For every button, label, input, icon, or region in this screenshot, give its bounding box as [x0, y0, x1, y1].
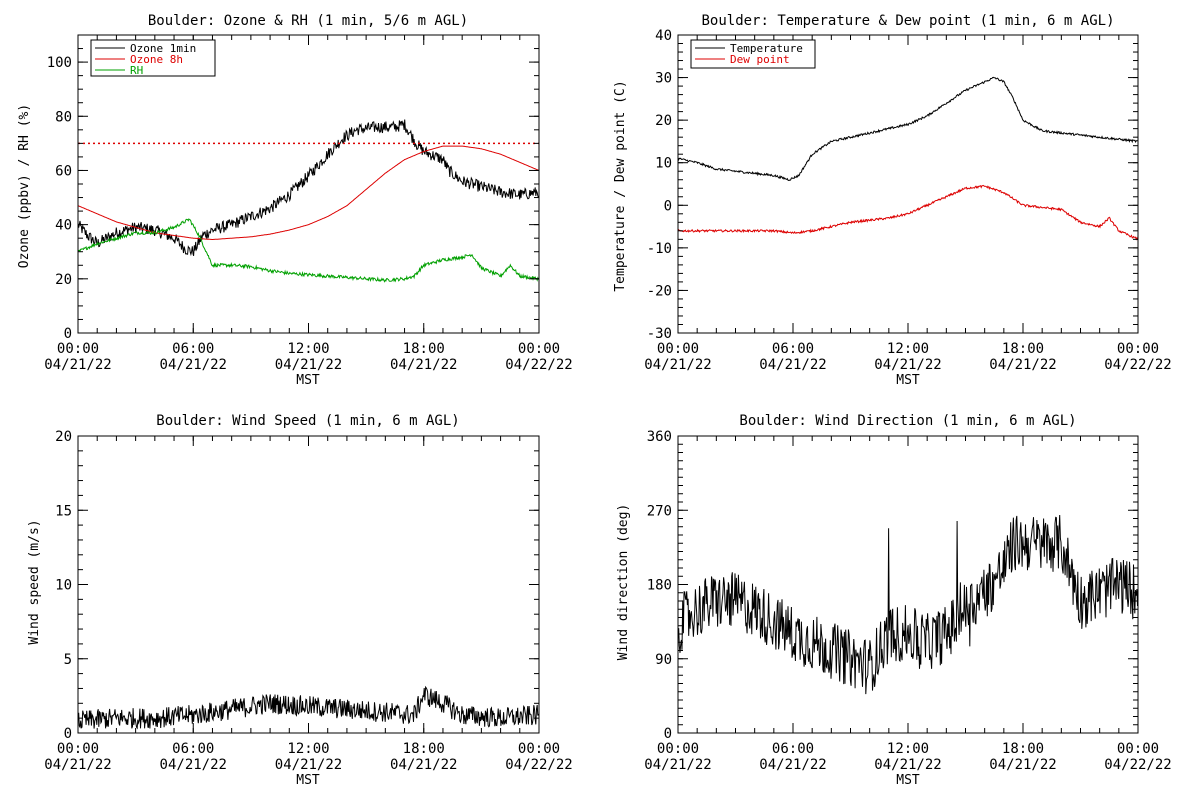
temperature-y-tick-label: 20	[655, 113, 672, 129]
wind-speed-y-tick-label: 5	[64, 652, 72, 668]
temperature-x-tick-time: 12:00	[887, 341, 929, 357]
wind-speed-x-tick-date: 04/21/22	[390, 757, 457, 773]
temperature-series-temperature	[677, 76, 1138, 182]
temperature-x-tick-date: 04/22/22	[1104, 357, 1171, 373]
ozone-rh-x-tick-date: 04/21/22	[390, 357, 457, 373]
temperature-x-tick-date: 04/21/22	[644, 357, 711, 373]
temperature-x-tick-time: 18:00	[1002, 341, 1044, 357]
temperature-y-tick-label: 40	[655, 28, 672, 44]
wind-direction-y-tick-label: 180	[647, 578, 672, 594]
temperature-ylabel: Temperature / Dew point (C)	[613, 80, 628, 291]
temperature-x-tick-time: 06:00	[772, 341, 814, 357]
wind-speed-title: Boulder: Wind Speed (1 min, 6 m AGL)	[156, 413, 459, 429]
wind-speed-x-tick-time: 00:00	[518, 741, 560, 757]
ozone-rh-series-ozone-1min	[77, 119, 539, 257]
temperature-y-tick-label: 0	[664, 198, 672, 214]
ozone-rh-y-tick-label: 60	[55, 163, 72, 179]
temperature-y-tick-label: -20	[647, 283, 672, 299]
wind-speed-x-tick-time: 18:00	[403, 741, 445, 757]
temperature-y-tick-label: 30	[655, 71, 672, 87]
wind-speed-xlabel: MST	[296, 773, 320, 788]
legend-label-ozone-8h: Ozone 8h	[130, 53, 183, 66]
wind-speed-panel: Boulder: Wind Speed (1 min, 6 m AGL) Win…	[27, 413, 573, 788]
wind-speed-y-tick-label: 15	[55, 503, 72, 519]
temperature-y-tick-label: -10	[647, 241, 672, 257]
ozone-rh-title: Boulder: Ozone & RH (1 min, 5/6 m AGL)	[148, 13, 468, 29]
legend-label-rh: RH	[130, 64, 143, 77]
ozone-rh-x-tick-date: 04/21/22	[275, 357, 342, 373]
wind-direction-x-tick-date: 04/21/22	[644, 757, 711, 773]
wind-direction-y-tick-label: 0	[664, 726, 672, 742]
ozone-rh-x-tick-time: 12:00	[287, 341, 329, 357]
ozone-rh-y-tick-label: 40	[55, 218, 72, 234]
wind-speed-x-tick-date: 04/22/22	[505, 757, 572, 773]
wind-direction-x-tick-time: 00:00	[1117, 741, 1159, 757]
wind-direction-series-line	[677, 514, 1138, 695]
temperature-x-tick-date: 04/21/22	[874, 357, 941, 373]
wind-direction-y-tick-label: 270	[647, 503, 672, 519]
ozone-rh-series-rh	[77, 218, 539, 283]
temperature-x-tick-time: 00:00	[1117, 341, 1159, 357]
wind-direction-title: Boulder: Wind Direction (1 min, 6 m AGL)	[739, 413, 1076, 429]
wind-speed-x-tick-time: 12:00	[287, 741, 329, 757]
ozone-rh-x-tick-date: 04/22/22	[505, 357, 572, 373]
temperature-dewpoint-panel: Boulder: Temperature & Dew point (1 min,…	[613, 13, 1172, 388]
ozone-rh-x-tick-date: 04/21/22	[160, 357, 227, 373]
wind-direction-ylabel: Wind direction (deg)	[616, 504, 631, 661]
temperature-y-tick-label: -30	[647, 326, 672, 342]
ozone-rh-xlabel: MST	[296, 373, 320, 388]
temperature-xlabel: MST	[896, 373, 920, 388]
wind-direction-xlabel: MST	[896, 773, 920, 788]
ozone-rh-y-tick-label: 100	[47, 55, 72, 71]
wind-speed-x-tick-date: 04/21/22	[275, 757, 342, 773]
legend-label-temperature: Temperature	[730, 42, 803, 55]
temperature-x-tick-date: 04/21/22	[759, 357, 826, 373]
wind-speed-ylabel: Wind speed (m/s)	[27, 519, 42, 644]
ozone-rh-legend: Ozone 1min Ozone 8h RH	[90, 39, 216, 77]
wind-direction-x-tick-time: 12:00	[887, 741, 929, 757]
temperature-x-tick-date: 04/21/22	[989, 357, 1056, 373]
wind-direction-x-tick-date: 04/22/22	[1104, 757, 1171, 773]
wind-speed-x-tick-time: 06:00	[172, 741, 214, 757]
wind-speed-y-tick-label: 20	[55, 429, 72, 445]
wind-speed-x-tick-date: 04/21/22	[160, 757, 227, 773]
wind-speed-x-tick-time: 00:00	[57, 741, 99, 757]
temperature-title: Boulder: Temperature & Dew point (1 min,…	[701, 13, 1114, 29]
legend-label-dew-point: Dew point	[730, 53, 790, 66]
wind-direction-x-tick-time: 06:00	[772, 741, 814, 757]
ozone-rh-x-tick-time: 00:00	[518, 341, 560, 357]
wind-direction-panel: Boulder: Wind Direction (1 min, 6 m AGL)…	[616, 413, 1172, 788]
ozone-rh-x-tick-time: 18:00	[403, 341, 445, 357]
wind-speed-x-tick-date: 04/21/22	[44, 757, 111, 773]
wind-speed-y-tick-label: 0	[64, 726, 72, 742]
temperature-y-tick-label: 10	[655, 156, 672, 172]
wind-direction-x-tick-date: 04/21/22	[874, 757, 941, 773]
wind-direction-x-tick-date: 04/21/22	[989, 757, 1056, 773]
wind-direction-y-tick-label: 360	[647, 429, 672, 445]
legend-label-ozone-1min: Ozone 1min	[130, 42, 196, 55]
temperature-x-tick-time: 00:00	[657, 341, 699, 357]
ozone-rh-x-tick-date: 04/21/22	[44, 357, 111, 373]
ozone-rh-y-tick-label: 0	[64, 326, 72, 342]
wind-direction-x-tick-date: 04/21/22	[759, 757, 826, 773]
wind-direction-x-tick-time: 18:00	[1002, 741, 1044, 757]
wind-speed-series-line	[77, 685, 539, 730]
wind-direction-y-tick-label: 90	[655, 652, 672, 668]
ozone-rh-x-tick-time: 06:00	[172, 341, 214, 357]
ozone-rh-x-tick-time: 00:00	[57, 341, 99, 357]
ozone-rh-y-tick-label: 80	[55, 109, 72, 125]
wind-direction-x-tick-time: 00:00	[657, 741, 699, 757]
temperature-legend: Temperature Dew point	[690, 39, 816, 69]
ozone-rh-ylabel: Ozone (ppbv) / RH (%)	[17, 104, 32, 268]
wind-speed-y-tick-label: 10	[55, 578, 72, 594]
ozone-rh-panel: Boulder: Ozone & RH (1 min, 5/6 m AGL) O…	[17, 13, 573, 388]
temperature-series-dew-point	[677, 184, 1138, 241]
ozone-rh-y-tick-label: 20	[55, 272, 72, 288]
